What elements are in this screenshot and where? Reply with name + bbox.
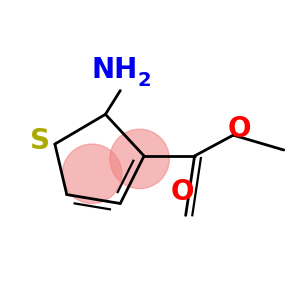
Circle shape: [110, 129, 169, 189]
Text: O: O: [171, 178, 194, 206]
Text: O: O: [227, 115, 251, 143]
Text: 2: 2: [137, 71, 151, 90]
Text: S: S: [30, 127, 50, 155]
Circle shape: [62, 144, 122, 203]
Text: NH: NH: [91, 56, 137, 84]
